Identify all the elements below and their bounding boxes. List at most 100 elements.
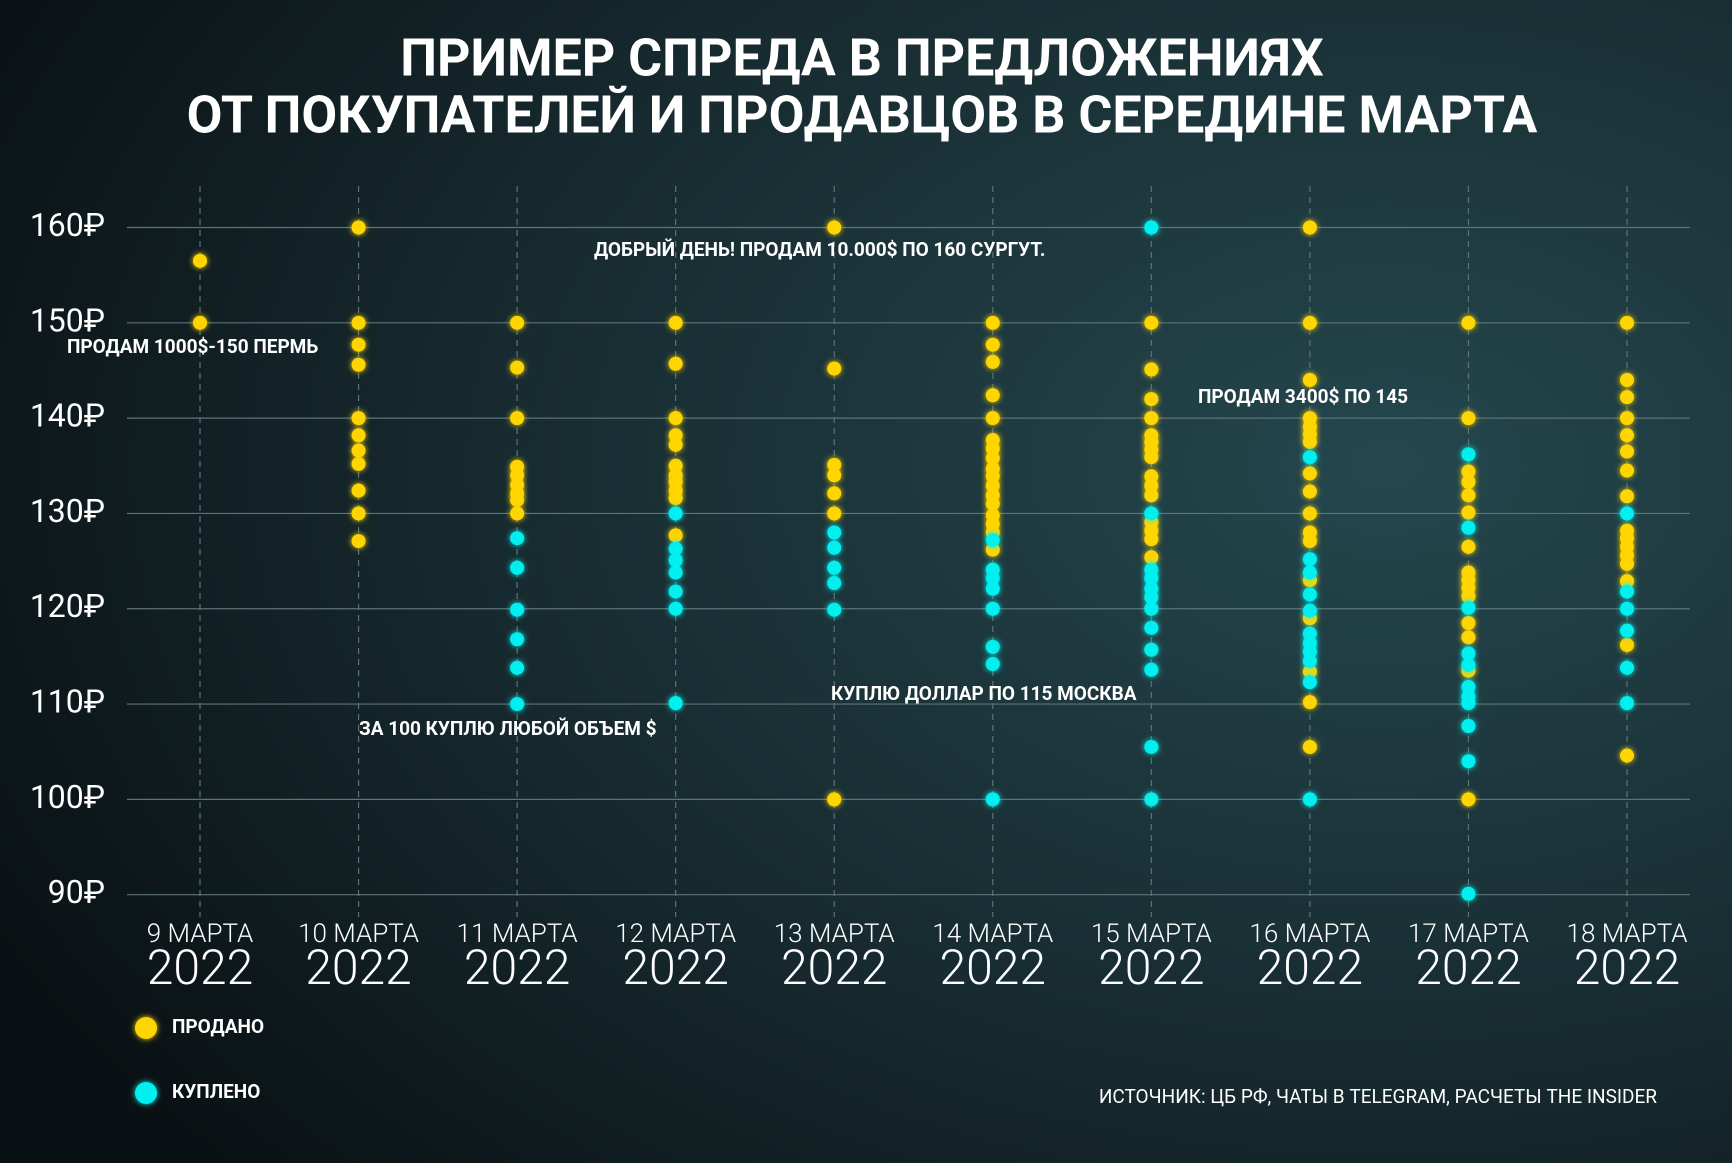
chart-title: ОТ ПОКУПАТЕЛЕЙ И ПРОДАВЦОВ В СЕРЕДИНЕ МА… [187,85,1538,146]
dot [1461,474,1476,489]
dot [351,428,366,443]
annotation: ДОБРЫЙ ДЕНЬ! ПРОДАМ 10.000$ ПО 160 СУРГУ… [594,238,1045,261]
dot [510,560,525,575]
dot [1144,620,1159,635]
dot [827,506,842,521]
y-tick-label: 90₽ [48,873,105,911]
dot [1302,552,1317,567]
x-tick-label: 18 МАРТА 2022 [1567,919,1688,996]
dot [1620,444,1634,459]
dot [1144,792,1159,807]
dot [510,660,525,675]
legend-label: КУПЛЕНО [172,1080,260,1103]
dot [827,361,842,376]
dot [1461,754,1476,769]
dot [827,220,842,235]
dot [827,468,842,483]
dot [1461,886,1476,901]
y-tick-label: 160₽ [30,206,105,244]
dot [1620,390,1634,405]
dot [1620,660,1634,675]
dot [1144,739,1159,754]
dot [351,220,366,235]
dot [668,411,683,426]
dot [985,354,1000,369]
dot [1461,630,1476,645]
y-tick-label: 100₽ [30,778,105,816]
dot [510,697,525,712]
x-tick-label: 12 МАРТА 2022 [615,919,736,996]
dot [1461,411,1476,426]
dot [1302,484,1317,499]
dot [1461,600,1476,615]
dot [1620,556,1634,571]
dot [668,696,683,711]
y-tick-label: 110₽ [30,683,105,721]
dot [1302,434,1317,449]
dot [351,357,366,372]
dot [1144,642,1159,657]
dot [1144,411,1159,426]
dot [351,534,366,549]
dot [1461,589,1476,604]
dot [668,584,683,599]
dot [668,491,683,506]
dot [1620,411,1634,426]
dot [1302,315,1317,330]
dot [1144,315,1159,330]
dot [1302,506,1317,521]
legend-marker [135,1017,157,1039]
y-tick-label: 130₽ [30,492,105,530]
dot [1461,488,1476,503]
dot [1620,315,1634,330]
dot [1144,532,1159,547]
dot [1620,748,1634,763]
dot [668,553,683,568]
annotation: ПРОДАМ 1000$-150 ПЕРМЬ [67,335,318,358]
dot [1302,565,1317,580]
dot [1302,603,1317,618]
x-tick-label: 11 МАРТА 2022 [457,919,578,996]
dot [1144,488,1159,503]
dot [1302,450,1317,465]
dot [351,456,366,471]
annotation: ЗА 100 КУПЛЮ ЛЮБОЙ ОБЪЕМ $ [359,717,657,740]
dot [351,411,366,426]
x-tick-label: 17 МАРТА 2022 [1408,919,1529,996]
dot [985,315,1000,330]
dot [510,506,525,521]
dot [1620,463,1634,478]
dot [510,360,525,375]
dot [1302,220,1317,235]
dot [1144,450,1159,465]
dot [1461,646,1476,661]
dot [1461,718,1476,733]
dot [668,601,683,616]
legend-label: ПРОДАНО [172,1015,264,1038]
dot [985,601,1000,616]
dot [1302,466,1317,481]
dot [1620,574,1634,589]
source: ИСТОЧНИК: ЦБ РФ, ЧАТЫ В TELEGRAM, РАСЧЕТ… [1099,1085,1657,1108]
x-tick-label: 16 МАРТА 2022 [1249,919,1370,996]
dot [1461,696,1476,711]
dot [1461,505,1476,520]
dot [1302,654,1317,669]
dot [510,493,525,508]
dot [510,531,525,546]
dot [1144,362,1159,377]
dot [827,457,842,472]
dot [1144,571,1159,586]
dot [668,565,683,580]
dot [351,337,366,352]
dot [1461,539,1476,554]
dot [351,315,366,330]
y-tick-label: 140₽ [30,397,105,435]
dot [351,506,366,521]
dot [985,337,1000,352]
dot [1620,373,1634,388]
dot [510,602,525,617]
x-tick-label: 15 МАРТА 2022 [1091,919,1212,996]
dot [1144,662,1159,677]
